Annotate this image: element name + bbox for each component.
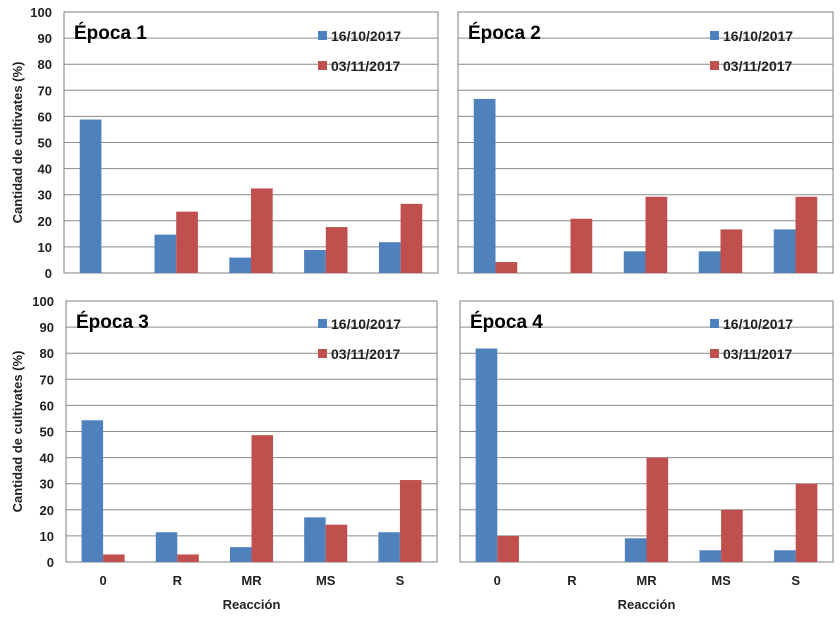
chart2-y-tick-label: 80	[40, 346, 54, 361]
chart2-y-tick-label: 30	[40, 477, 54, 492]
chart2-bar-red-0	[103, 554, 125, 562]
chart0-bar-blue-0	[79, 119, 102, 273]
chart2-bar-red-4	[399, 480, 422, 562]
chart2-x-tick-label: S	[396, 573, 405, 588]
chart0-bar-red-1	[176, 211, 198, 273]
chart0-y-tick-label: 50	[38, 136, 52, 151]
chart2-x-tick-label: MR	[241, 573, 262, 588]
chart2-y-tick-label: 50	[40, 425, 54, 440]
chart2-bar-red-1	[177, 554, 199, 562]
chart3-x-tick-label: MR	[636, 573, 657, 588]
chart2-y-tick-label: 40	[40, 451, 54, 466]
chart0-bar-red-2	[251, 188, 273, 273]
chart3-x-axis-title: Reacción	[618, 597, 676, 612]
chart2-x-axis-title: Reacción	[223, 597, 281, 612]
chart0-bar-red-4	[400, 203, 423, 273]
chart2-x-tick-label: R	[173, 573, 183, 588]
chart2-legend-label: 16/10/2017	[331, 316, 401, 332]
chart3-bar-red-4	[795, 483, 818, 562]
chart2-bar-red-2	[251, 435, 274, 562]
chart2-title: Época 3	[76, 311, 149, 333]
chart2-bar-blue-0	[81, 420, 104, 562]
chart0-y-tick-label: 30	[38, 188, 52, 203]
chart1-bar-blue-4	[773, 229, 796, 273]
chart2-y-tick-label: 10	[40, 529, 54, 544]
chart0-legend-swatch	[318, 61, 327, 70]
chart2-legend-swatch	[318, 349, 327, 358]
chart0-y-tick-label: 20	[38, 214, 52, 229]
chart1-bar-red-3	[720, 229, 743, 273]
chart3-bar-blue-0	[475, 348, 498, 562]
chart2-bar-blue-1	[155, 532, 178, 562]
chart2-y-axis-title: Cantidad de cultivates (%)	[10, 351, 25, 513]
chart3-legend-label: 16/10/2017	[723, 316, 793, 332]
chart1-bar-blue-0	[473, 98, 496, 274]
chart2-y-tick-label: 0	[47, 555, 54, 570]
chart0-y-tick-label: 60	[38, 109, 52, 124]
chart0-y-tick-label: 0	[45, 266, 52, 281]
chart2-x-tick-label: 0	[99, 573, 106, 588]
chart0-y-tick-label: 40	[38, 162, 52, 177]
chart2-bar-blue-3	[304, 517, 326, 562]
chart3-x-tick-label: MS	[711, 573, 731, 588]
chart1-legend-swatch	[710, 31, 719, 40]
chart0-bar-blue-4	[378, 242, 401, 273]
chart0-title: Época 1	[74, 22, 147, 44]
chart0-legend-label: 03/11/2017	[331, 58, 401, 74]
chart3-bar-red-3	[721, 509, 743, 562]
chart2-legend-label: 03/11/2017	[331, 346, 401, 362]
chart1-bar-red-4	[795, 196, 818, 273]
chart2-x-tick-label: MS	[316, 573, 336, 588]
chart1-legend-label: 03/11/2017	[723, 58, 793, 74]
chart1-bar-red-0	[495, 262, 518, 273]
chart0-legend-label: 16/10/2017	[331, 28, 401, 44]
chart0-y-tick-label: 100	[30, 5, 52, 20]
chart3-legend-swatch	[710, 319, 719, 328]
chart2-legend-swatch	[318, 319, 327, 328]
chart3-bar-blue-2	[624, 538, 647, 562]
chart2-y-tick-label: 20	[40, 503, 54, 518]
chart1-bar-blue-2	[623, 251, 646, 273]
chart2-y-tick-label: 60	[40, 398, 54, 413]
chart3-legend-swatch	[710, 349, 719, 358]
chart0-legend-swatch	[318, 31, 327, 40]
chart3-x-tick-label: S	[791, 573, 800, 588]
chart0-bar-blue-1	[154, 234, 177, 273]
chart3-bar-red-0	[497, 535, 519, 562]
chart2-bar-blue-2	[229, 547, 252, 562]
chart3-bar-blue-4	[774, 550, 796, 562]
chart0-y-tick-label: 10	[38, 240, 52, 255]
chart3-title: Época 4	[470, 311, 543, 333]
chart0-y-tick-label: 70	[38, 83, 52, 98]
chart2-bar-red-3	[325, 524, 348, 562]
chart1-bar-blue-3	[698, 251, 721, 273]
chart1-legend-label: 16/10/2017	[723, 28, 793, 44]
chart1-bar-red-1	[570, 218, 593, 273]
chart0-bar-red-3	[325, 227, 348, 273]
chart3-legend-label: 03/11/2017	[723, 346, 793, 362]
chart3-bar-red-2	[646, 457, 669, 562]
chart3-x-tick-label: R	[567, 573, 577, 588]
chart1-legend-swatch	[710, 61, 719, 70]
chart0-y-axis-title: Cantidad de cultivates (%)	[10, 62, 25, 224]
chart3-x-tick-label: 0	[494, 573, 501, 588]
chart2-y-tick-label: 90	[40, 320, 54, 335]
chart0-y-tick-label: 80	[38, 57, 52, 72]
chart1-title: Época 2	[468, 22, 541, 44]
chart2-y-tick-label: 70	[40, 372, 54, 387]
chart1-bar-red-2	[645, 196, 668, 273]
chart2-y-tick-label: 100	[32, 294, 54, 309]
chart0-bar-blue-3	[304, 250, 326, 273]
chart3-bar-blue-3	[699, 550, 722, 562]
chart0-y-tick-label: 90	[38, 31, 52, 46]
chart2-bar-blue-4	[378, 532, 400, 562]
chart0-bar-blue-2	[229, 257, 251, 273]
